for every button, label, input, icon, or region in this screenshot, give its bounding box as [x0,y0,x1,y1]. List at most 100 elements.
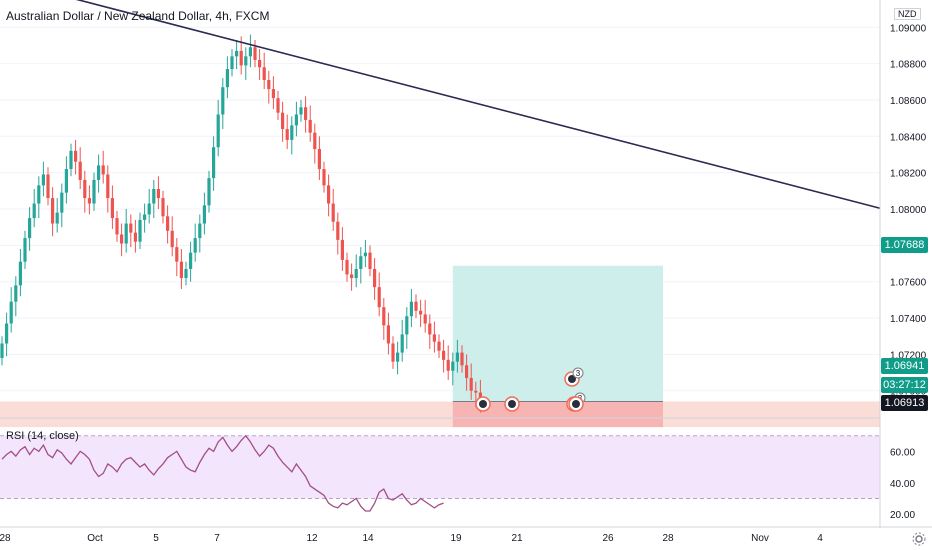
candle-body [37,185,41,204]
grid [0,26,880,392]
rsi-line [1,434,444,512]
candle-body [391,343,395,362]
candle-body [373,268,377,288]
price-tick-label: 1.08800 [890,60,927,71]
candle-body [184,268,188,279]
candle-body [152,189,156,204]
candle-body [46,174,50,199]
target-zone [452,265,663,402]
candle-body [216,114,220,148]
candle-body [51,198,55,224]
rsi-band [0,435,880,499]
candle-body [225,69,229,88]
candle-body [262,67,266,80]
event-markers[interactable]: 33 [475,367,586,412]
event-marker [568,396,584,412]
candle-body [221,87,225,115]
position-zones[interactable] [0,265,880,428]
price-tick-label: 1.07400 [890,314,927,325]
candle-body [474,390,478,393]
candle-body [120,234,124,244]
candle-body [267,79,271,90]
candle-body [322,169,326,186]
currency-label: NZD [894,8,921,20]
candle-body [423,314,427,324]
candle-body [354,268,358,279]
candle-body [212,147,216,179]
price-tick-label: 1.08400 [890,132,927,143]
candle-body [14,285,18,302]
target-price-badge: 1.07688 [881,237,928,253]
candle-body [396,352,400,362]
candle-body [428,323,432,335]
support-band [0,401,880,428]
candle-body [55,212,59,224]
candle-body [23,238,27,262]
time-tick-label: 26 [602,533,614,544]
candle-body [345,259,349,275]
candle-body [147,203,151,215]
candle-body [258,59,262,68]
candle-body [64,169,68,193]
candle-body [235,50,239,57]
price-tick-label: 1.09000 [890,23,927,34]
candle-body [69,150,73,170]
price-tick-label: 1.08200 [890,169,927,180]
time-tick-label: 28 [0,533,11,544]
candle-body [451,361,455,371]
candle-body [409,301,413,317]
candle-body [271,89,275,99]
trendline[interactable] [30,0,881,210]
candle-body [87,198,91,204]
candle-body [60,192,64,213]
event-marker [475,396,491,412]
candle-body [414,301,418,311]
candle-body [175,247,179,262]
chart-title: Australian Dollar / New Zealand Dollar, … [6,9,270,23]
candle-body [331,203,335,222]
event-icon-core [572,400,580,408]
candle-body [106,174,110,199]
candle-body [281,112,285,130]
candles [0,34,482,413]
time-tick-label: Oct [87,533,103,544]
time-tick-label: 4 [817,533,823,544]
candle-body [304,107,308,120]
candle-body [363,252,367,257]
candle-body [18,261,22,286]
candle-body [179,261,183,279]
candle-body [248,47,252,57]
candle-body [253,47,257,60]
candle-body [350,274,354,279]
rsi-pane [0,417,880,512]
candle-body [239,50,243,66]
candle-body [166,216,170,231]
rsi-label: RSI (14, close) [6,430,79,442]
time-axis[interactable]: 28 Oct 5 7 12 14 19 21 26 28 Nov 4 [0,526,932,544]
candle-body [170,230,174,248]
price-axis[interactable]: 1.09000 1.08800 1.08600 1.08400 1.08200 1.080… [879,0,927,528]
time-tick-label: 21 [511,533,523,544]
candle-body [290,125,294,140]
event-marker: 3 [564,367,584,387]
candle-body [83,179,87,199]
price-tick-label: 1.07600 [890,278,927,289]
rsi-tick-label: 40.00 [890,479,915,490]
candle-body [32,203,36,219]
candle-body [156,189,160,199]
time-tick-label: 14 [362,533,374,544]
candle-body [198,223,202,239]
candle-body [400,334,404,353]
candle-body [313,132,317,150]
price-tick-label: 1.08000 [890,205,927,216]
candle-body [124,223,128,244]
candle-body [9,301,13,324]
candle-body [143,214,147,220]
candle-body [285,129,289,140]
time-tick-label: 28 [662,533,674,544]
candle-body [405,316,409,335]
gear-icon[interactable] [912,532,926,546]
candle-body [189,252,193,269]
last-price-badge: 1.06941 [881,358,928,374]
